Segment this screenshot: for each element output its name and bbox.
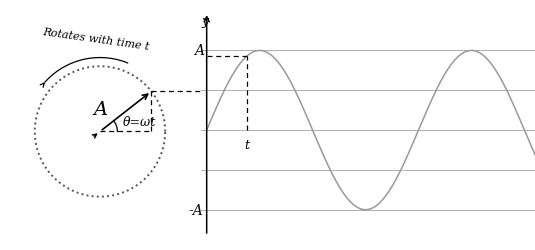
- Text: A: A: [94, 101, 108, 118]
- Text: t: t: [244, 138, 249, 151]
- Text: y: y: [201, 15, 208, 28]
- Text: Rotates with time t: Rotates with time t: [42, 26, 150, 52]
- Text: A: A: [194, 44, 204, 58]
- Text: θ=ωt: θ=ωt: [123, 116, 156, 128]
- Text: -A: -A: [189, 203, 204, 217]
